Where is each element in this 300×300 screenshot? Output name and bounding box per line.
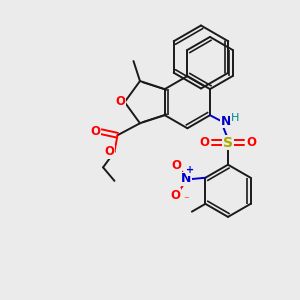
- Text: O: O: [104, 145, 114, 158]
- Text: O: O: [171, 189, 181, 202]
- Text: O: O: [247, 136, 257, 149]
- Text: N: N: [181, 172, 191, 185]
- Text: +: +: [186, 165, 194, 175]
- Text: ⁻: ⁻: [183, 196, 189, 206]
- Text: O: O: [91, 125, 101, 138]
- Text: S: S: [223, 136, 233, 150]
- Text: O: O: [172, 159, 182, 172]
- Text: N: N: [221, 115, 231, 128]
- Text: O: O: [116, 95, 126, 108]
- Text: O: O: [199, 136, 209, 149]
- Text: H: H: [231, 113, 239, 123]
